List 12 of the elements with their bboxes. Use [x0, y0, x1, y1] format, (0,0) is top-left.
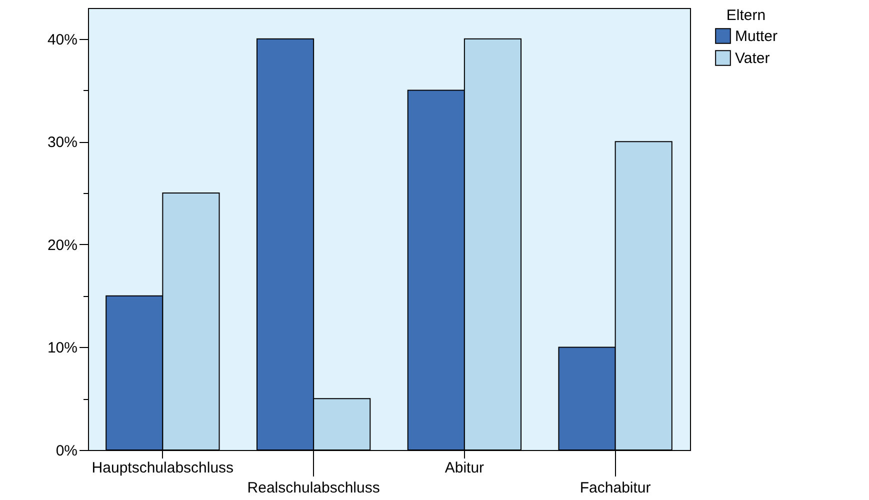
y-tick-label: 40%	[47, 31, 78, 48]
y-tick-label: 10%	[47, 340, 78, 357]
x-tick-label: Fachabitur	[580, 480, 651, 496]
legend-title: Eltern	[726, 7, 766, 24]
x-tick-label: Abitur	[444, 460, 484, 476]
x-tick-label: Realschulabschluss	[247, 480, 380, 496]
y-tick-label: 0%	[56, 442, 78, 460]
legend-label: Mutter	[735, 28, 778, 45]
legend-label: Vater	[735, 50, 770, 67]
y-tick-label: 20%	[47, 236, 78, 254]
x-tick-label: Hauptschulabschluss	[92, 460, 234, 476]
y-tick-label: 30%	[47, 134, 78, 152]
